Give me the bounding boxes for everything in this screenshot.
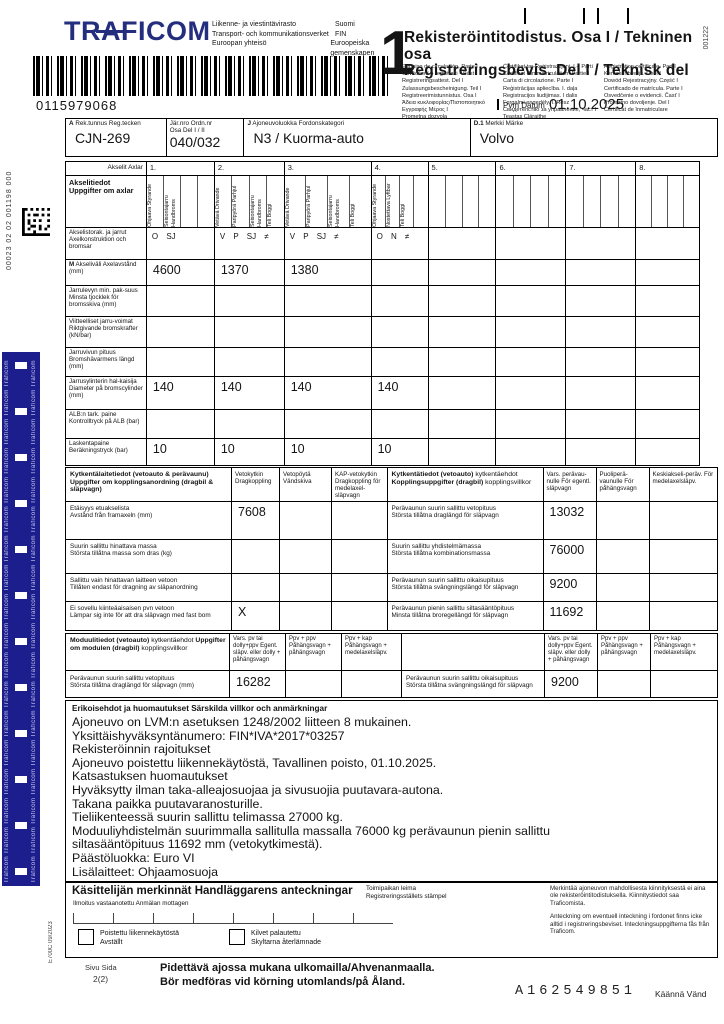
registration-mark bbox=[597, 8, 599, 24]
vehicle-class: N3 / Kuorma-auto bbox=[253, 130, 364, 146]
module-table: Moduulitiedot (vetoauto) kytkentäehdot U… bbox=[65, 633, 718, 698]
axle-header-row: Akselitiedot Uppgifter om axlar Ohjaava … bbox=[66, 175, 699, 227]
axle-row-construction: Akselistorak. ja jarrut Axelkonstruktion… bbox=[66, 227, 699, 259]
document-title: Rekisteröintitodistus. Osa I / Tekninen … bbox=[404, 29, 724, 80]
order-number-box: Jär.nro Ordn.nr Osa Del I / II 040/032 bbox=[165, 119, 244, 156]
title-finnish: Rekisteröintitodistus. Osa I / Tekninen … bbox=[404, 29, 693, 63]
ocr-serial-number: A162549851 bbox=[515, 984, 637, 999]
axle-section-label: Akselitiedot Uppgifter om axlar bbox=[69, 178, 134, 196]
part-number: 1 bbox=[380, 19, 415, 88]
strip-text: Traficom Traficom Traficom Traficom Traf… bbox=[4, 359, 10, 883]
registration-mark bbox=[524, 8, 526, 24]
date-value: 01.10.2025 bbox=[549, 96, 625, 113]
turn-over-label: Käännä Vänd bbox=[655, 989, 707, 999]
module-swing-length: 9200 bbox=[544, 671, 597, 697]
barcode bbox=[33, 56, 393, 96]
axle-row-cylinder-diameter: Jarrusylinterin hal-kaisija Diameter på … bbox=[66, 376, 699, 409]
checkbox-withdrawn-row: Poistettu liikennekäytöstä Avställt bbox=[78, 929, 179, 947]
barcode-number: 0115979068 bbox=[36, 98, 118, 113]
title-swedish: Registreringsbevis. Del I / Teknisk del bbox=[404, 62, 689, 79]
withdrawn-checkbox[interactable] bbox=[78, 929, 94, 945]
date-label: Pvm Datum bbox=[503, 101, 545, 110]
translations-column-2: Ċertifikat tar-Reġistrazzjoni. L-I Parti… bbox=[503, 64, 597, 121]
agency-name-block: Liikenne- ja viestintävirasto Suomi Trans… bbox=[212, 21, 375, 57]
registration-number: CJN-269 bbox=[75, 130, 131, 146]
stamp-label: Toimipaikan leima Registreringsställets s… bbox=[366, 885, 447, 900]
carry-notice: Pidettävä ajossa mukana ulkomailla/Ahven… bbox=[160, 962, 435, 988]
make-box: D.1 Merkki Märke Volvo bbox=[469, 119, 717, 156]
axle-row-brake-forces: Viitteelliset jarru-voimat Riktgivande b… bbox=[66, 316, 699, 347]
translations-column-3: Registration certificate. Part I Kenteken… bbox=[604, 64, 683, 114]
registration-number-box: A Rek.tunnus Reg.tecken CJN-269 bbox=[66, 119, 166, 156]
axle-table: Akselit Axlar 1. 2. 3. 4. 5. 6. 7. 8. Akseli… bbox=[65, 161, 700, 466]
vehicle-make: Volvo bbox=[479, 130, 515, 146]
registration-mark bbox=[627, 8, 629, 24]
axle-row-wheelbase: M Akseliväli Axelavstånd (mm) 4600 1370 1… bbox=[66, 259, 699, 285]
notification-received-label: Ilmoitus vastaanotettu Anmälan mottagen bbox=[73, 900, 189, 907]
datamatrix-code bbox=[22, 208, 50, 241]
handler-notes-box: Käsittelijän merkinnät Handläggarens ant… bbox=[65, 882, 718, 958]
withdrawn-checkbox-label: Poistettu liikennekäytöstä Avställt bbox=[100, 930, 179, 946]
registration-mark bbox=[497, 99, 499, 110]
mortgage-notes: Merkintää ajoneuvon mahdollisesta kiinni… bbox=[550, 885, 710, 936]
axle-number-row: Akselit Axlar 1. 2. 3. 4. 5. 6. 7. 8. bbox=[66, 162, 699, 175]
coupling-right-title: Kytkentätiedot (vetoauto) kytkentäehdot … bbox=[391, 471, 532, 486]
control-number-vertical: 001222 bbox=[703, 26, 710, 50]
traficom-security-strip: Traficom Traficom Traficom Traficom Traf… bbox=[2, 352, 40, 886]
strip-text: Traficom Traficom Traficom Traficom Traf… bbox=[31, 359, 37, 883]
order-number: 040/032 bbox=[169, 134, 221, 150]
traficom-logo: TRAFICOM bbox=[64, 16, 211, 46]
module-title: Moduulitiedot (vetoauto) kytkentäehdot U… bbox=[70, 637, 226, 652]
vehicle-class-box: J Ajoneuvoluokka Fordonskategori N3 / Ku… bbox=[243, 119, 469, 156]
title-translations: Permiso de circulación. Parte I Osvědčení… bbox=[402, 64, 703, 122]
axle-row-disc-thickness: Jarrulevyn min. pak-suus Minsta tjocklek… bbox=[66, 285, 699, 316]
form-code-vertical: E700C 09/2023 bbox=[48, 921, 54, 963]
page-label: Sivu Sida bbox=[85, 963, 117, 972]
axle-row-alb-pressure: ALB:n tark. paine Kontrolltryck på ALB (… bbox=[66, 409, 699, 438]
special-conditions-box: Erikoisehdot ja huomautukset Särskilda v… bbox=[65, 700, 718, 882]
date-entry-ruler bbox=[73, 909, 393, 924]
registration-mark bbox=[583, 8, 585, 24]
document-number-vertical: 00023 02 02 001198 000 bbox=[6, 170, 13, 270]
special-conditions-title: Erikoisehdot ja huomautukset Särskilda v… bbox=[72, 704, 328, 713]
axle-row-lever-length: Jarruvivun pituus Bromshävarmens längd (… bbox=[66, 347, 699, 376]
handler-title: Käsittelijän merkinnät Handläggarens ant… bbox=[72, 885, 353, 897]
translations-column-1: Permiso de circulación. Parte I Osvědčení… bbox=[402, 64, 485, 121]
coupling-left-title: Kytkentälaitetiedot (vetoauto & perävaun… bbox=[70, 471, 214, 494]
vehicle-id-row: A Rek.tunnus Reg.tecken CJN-269 Jär.nro … bbox=[65, 118, 718, 157]
coupling-device-table: Kytkentälaitetiedot (vetoauto & perävaun… bbox=[65, 467, 388, 631]
axles-label: Akselit Axlar bbox=[107, 164, 143, 171]
page-number: 2(2) bbox=[93, 974, 109, 984]
module-drag-length: 16282 bbox=[229, 671, 285, 697]
checkbox-plates-row: Kilvet palautettu Skyltarna återlämnade bbox=[229, 929, 321, 947]
strip-dashes bbox=[15, 362, 27, 880]
plates-returned-checkbox-label: Kilvet palautettu Skyltarna återlämnade bbox=[251, 930, 322, 946]
plates-returned-checkbox[interactable] bbox=[229, 929, 245, 945]
coupling-conditions-table: Kytkentätiedot (vetoauto) kytkentäehdot … bbox=[386, 467, 718, 631]
axle-row-calc-pressure: Laskentapaine Beräkningstryck (bar) 10 10… bbox=[66, 438, 699, 465]
